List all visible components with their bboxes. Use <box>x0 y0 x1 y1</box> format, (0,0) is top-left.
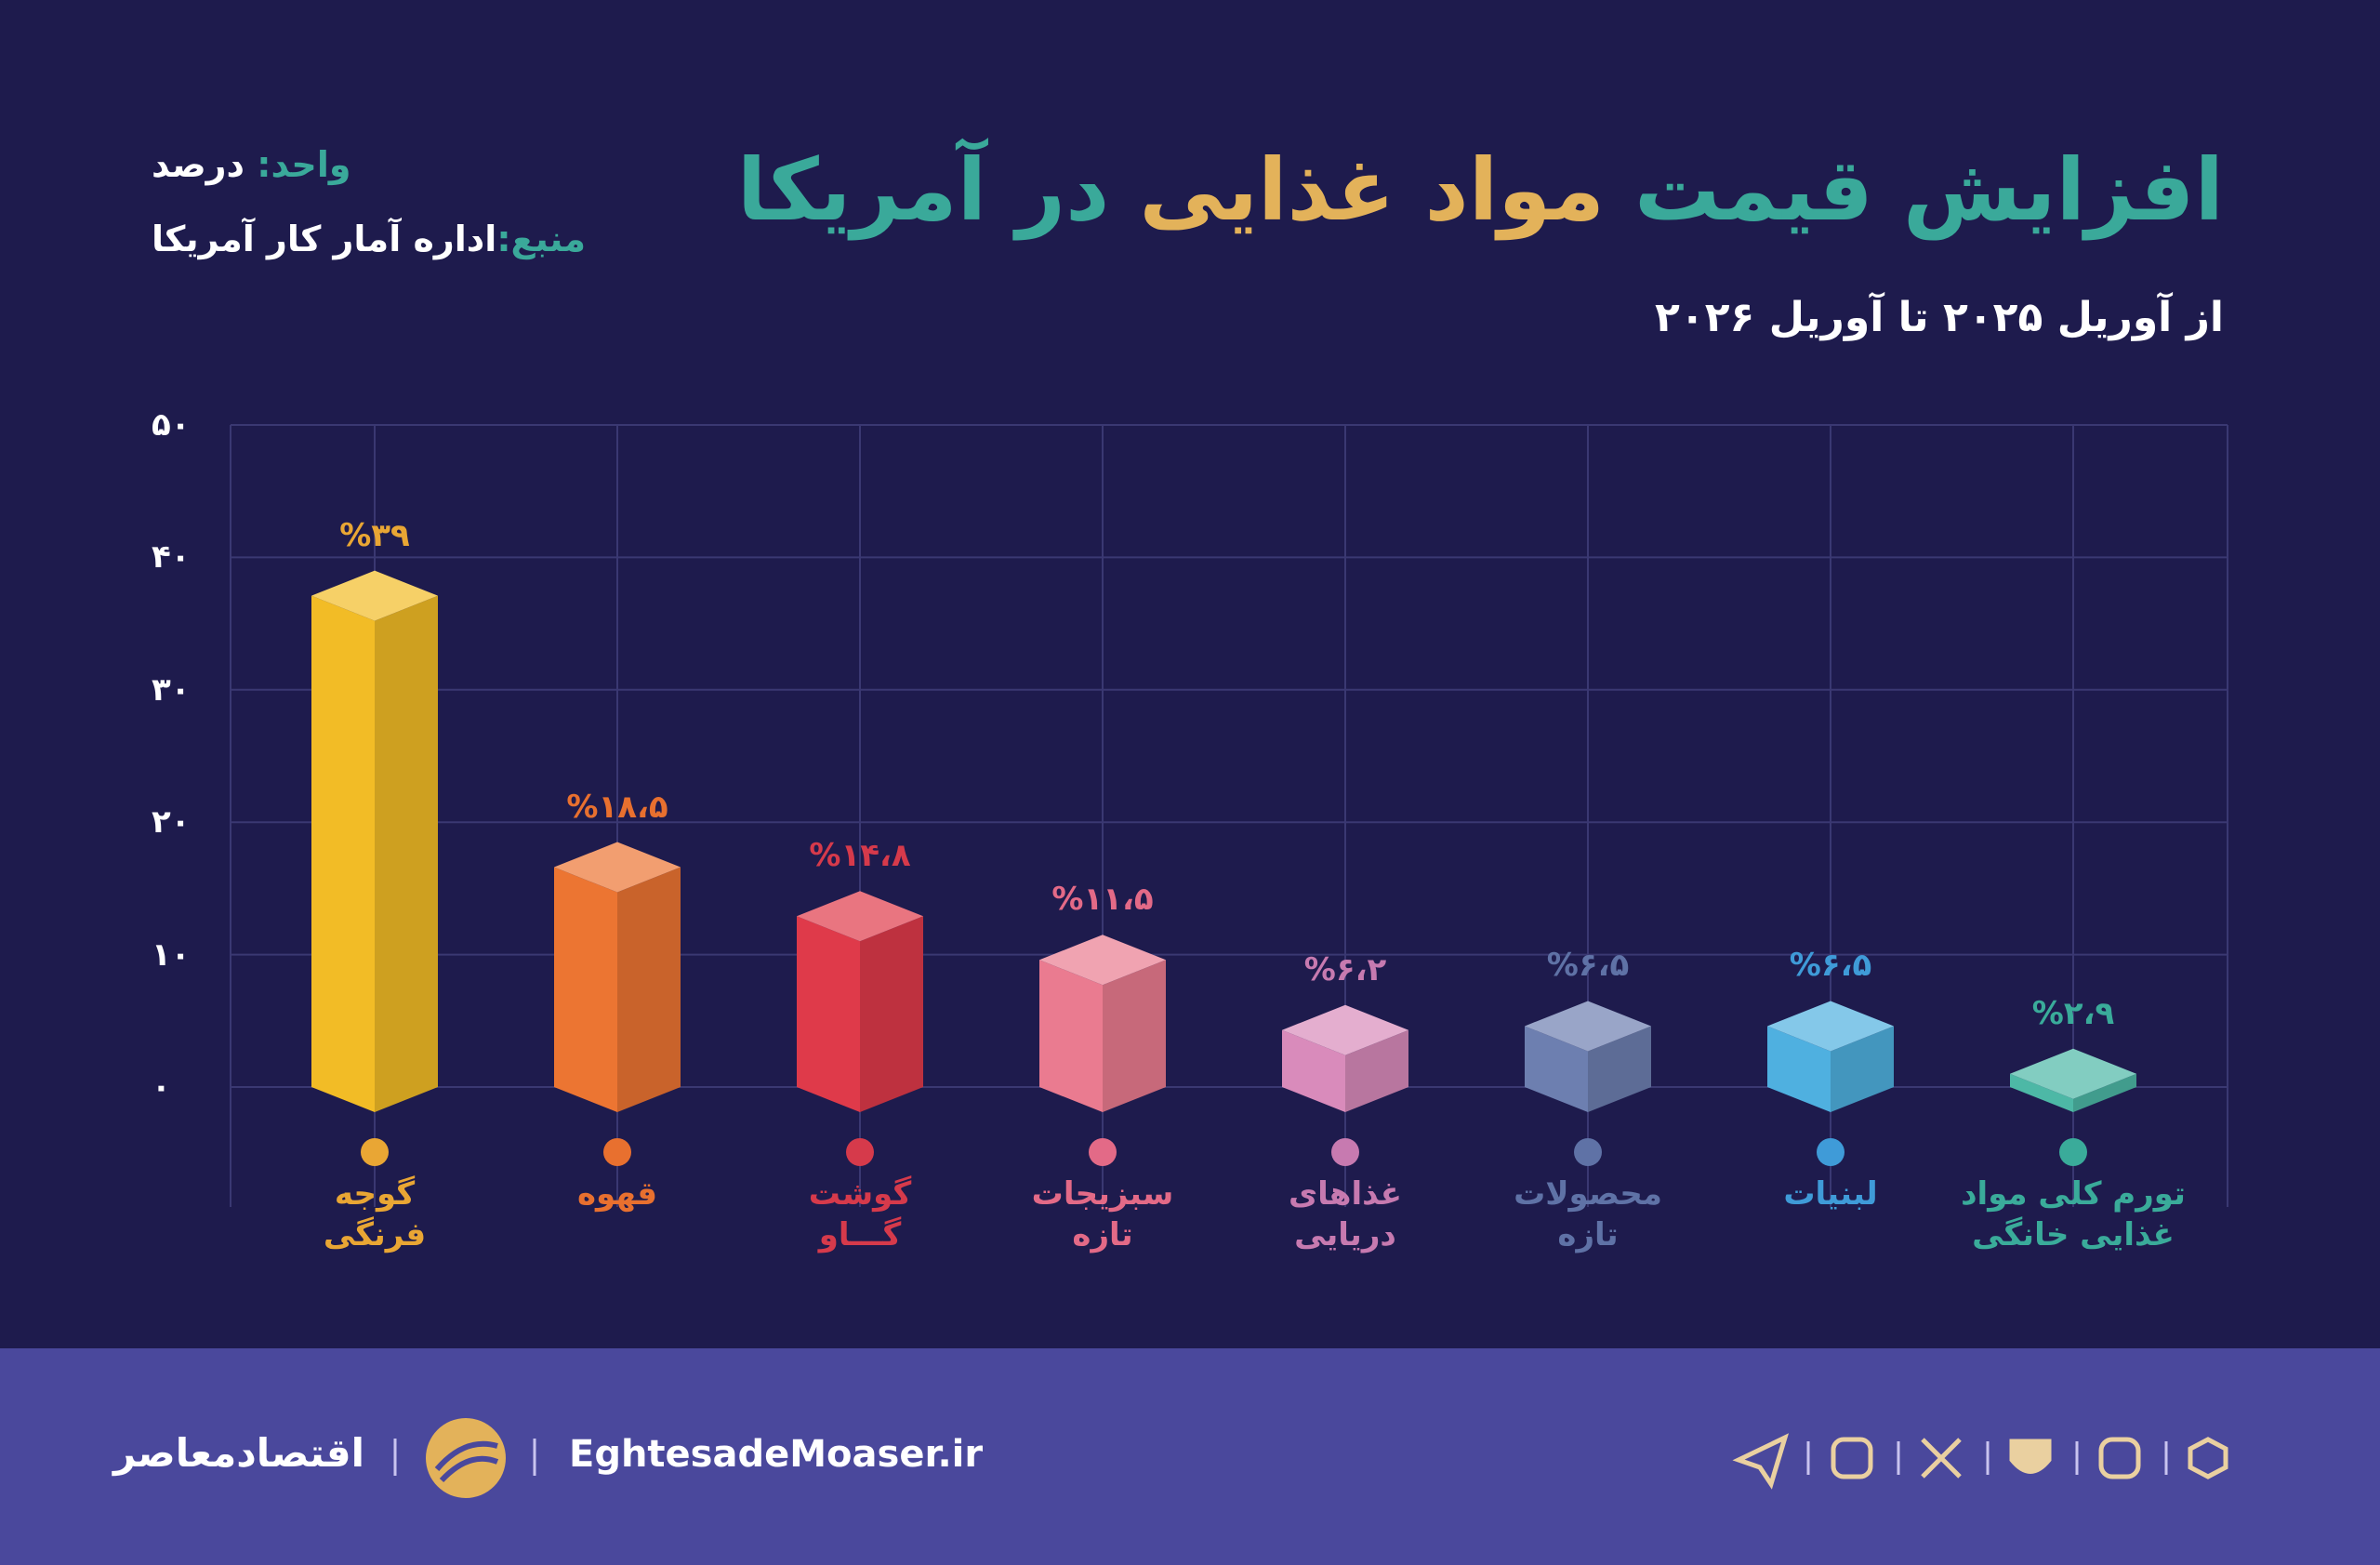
eitaa-icon[interactable] <box>2098 1437 2141 1479</box>
bar-right-face <box>2073 1073 2136 1112</box>
legend-dot <box>1574 1138 1602 1166</box>
y-tick-label: ۲۰ <box>152 803 191 842</box>
bar <box>1039 935 1166 1112</box>
bar-top-face <box>2010 1048 2136 1099</box>
bar-right-face <box>617 867 681 1112</box>
bar-top-face <box>1525 1001 1651 1052</box>
unit-value: درصد <box>152 144 245 185</box>
bar-left-face <box>797 916 860 1112</box>
source: منبع:اداره آمار کار آمریکا <box>152 219 586 259</box>
x-tick-label: محصولات تازه <box>1514 1175 1662 1254</box>
legend-dot <box>2059 1138 2087 1166</box>
bar-top-face <box>1282 1004 1408 1055</box>
chart <box>230 424 2228 1207</box>
value-label: %۳۹ <box>339 516 410 554</box>
legend-dot <box>846 1138 874 1166</box>
footer-graphics <box>393 1418 2228 1498</box>
subtitle: از آوریل ۲۰۲۵ تا آوریل ۲۰۲۶ <box>1654 294 2224 341</box>
x-tick-label: لبنیات <box>1783 1175 1878 1213</box>
bar-left-face <box>2010 1073 2073 1112</box>
bar-left-face <box>1282 1029 1345 1112</box>
title-part: افزایش قیمت <box>1633 140 2224 240</box>
bar-right-face <box>1588 1026 1651 1112</box>
legend-dot <box>361 1138 389 1166</box>
bar-left-face <box>1767 1026 1831 1112</box>
source-value: اداره آمار کار آمریکا <box>152 219 497 259</box>
x-tick-label: تورم کلی مواد غذایی خانگی <box>1961 1175 2186 1254</box>
y-tick-label: ۱۰ <box>152 935 191 974</box>
shield-icon[interactable] <box>2009 1439 2052 1474</box>
social-icons <box>1732 1433 2228 1490</box>
bar <box>1525 1001 1651 1112</box>
value-label: %۱۴،۸ <box>809 837 911 875</box>
bar <box>797 891 923 1112</box>
value-label: %۱۱،۵ <box>1051 881 1154 919</box>
unit: واحد: درصد <box>152 144 350 185</box>
bar-right-face <box>375 595 438 1112</box>
bar <box>1767 1001 1894 1112</box>
source-label: منبع: <box>496 219 587 259</box>
x-tick-label: قهوه <box>576 1175 658 1213</box>
bar <box>2010 1048 2136 1112</box>
bar <box>554 842 681 1112</box>
legend-dot <box>603 1138 631 1166</box>
title-part: مواد غذایی <box>1139 140 1605 240</box>
telegram-icon[interactable] <box>1732 1433 1790 1490</box>
value-label: %۶،۵ <box>1546 947 1630 985</box>
bar-top-face <box>311 570 438 621</box>
value-label: %۱۸،۵ <box>566 788 668 826</box>
y-tick-label: ۴۰ <box>152 538 191 577</box>
brand-name: اقتصادمعاصر <box>113 1430 364 1476</box>
bar <box>1282 1004 1408 1112</box>
x-icon[interactable] <box>1921 1438 1962 1479</box>
bar-top-face <box>1039 935 1166 986</box>
rubika-icon[interactable] <box>2188 1437 2228 1479</box>
legend-dot <box>1089 1138 1117 1166</box>
bar-left-face <box>311 595 375 1112</box>
x-tick-label: گوجه فرنگی <box>323 1175 427 1254</box>
x-tick-label: سبزیجات تازه <box>1031 1175 1174 1254</box>
footer <box>0 1348 2380 1565</box>
bar-top-face <box>1767 1001 1894 1052</box>
bar-right-face <box>1831 1026 1894 1112</box>
value-label: %۲،۹ <box>2031 994 2115 1032</box>
value-label: %۶،۵ <box>1789 947 1872 985</box>
legend-dot <box>1817 1138 1844 1166</box>
bar-left-face <box>1039 960 1103 1112</box>
bar-right-face <box>1345 1029 1408 1112</box>
legend-dot <box>1331 1138 1359 1166</box>
bar-left-face <box>554 867 617 1112</box>
bar-right-face <box>1103 960 1166 1112</box>
y-tick-label: ۵۰ <box>152 406 191 444</box>
bar-right-face <box>860 916 923 1112</box>
bar-top-face <box>554 842 681 893</box>
y-tick-label: ۰ <box>152 1068 171 1106</box>
chart-title: افزایش قیمت مواد غذایی در آمریکا <box>737 139 2224 242</box>
value-label: %۶،۲ <box>1303 950 1387 988</box>
y-tick-label: ۳۰ <box>152 670 191 709</box>
site-url[interactable]: EghtesadeMoaser.ir <box>569 1433 984 1476</box>
x-tick-label: غذاهای دریایی <box>1288 1175 1403 1254</box>
bar-top-face <box>797 891 923 942</box>
title-part: در آمریکا <box>736 140 1110 240</box>
bar <box>311 570 438 1112</box>
unit-label: واحد: <box>257 144 351 185</box>
logo-mark <box>434 1440 499 1483</box>
instagram-icon[interactable] <box>1831 1437 1873 1479</box>
bar-left-face <box>1525 1026 1588 1112</box>
x-tick-label: گوشت گـــاو <box>808 1175 912 1254</box>
